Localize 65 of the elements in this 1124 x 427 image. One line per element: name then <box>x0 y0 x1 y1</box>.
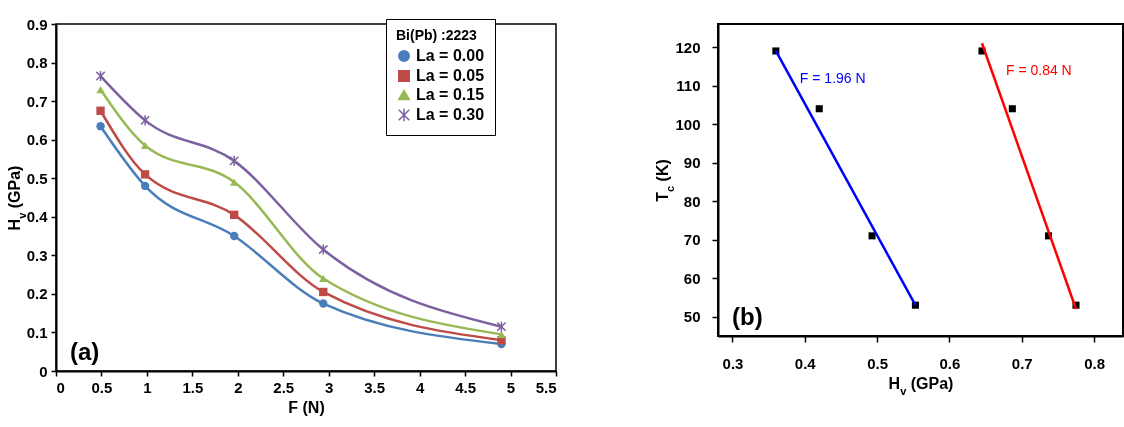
annotation: F = 1.96 N <box>799 69 866 86</box>
y-tick-label: 0.2 <box>26 285 48 303</box>
x-tick-label: 5 <box>506 378 516 396</box>
point <box>230 210 239 220</box>
point <box>229 155 240 167</box>
point <box>96 122 105 131</box>
x-tick-label: 0 <box>56 378 65 396</box>
x-tick-label: 2 <box>234 378 243 396</box>
legend-label: La = 0.05 <box>416 67 485 84</box>
y-tick-label: 0.1 <box>26 323 48 341</box>
y-tick-label: 50 <box>683 308 701 326</box>
x-tick-label: 0.5 <box>867 354 889 372</box>
annotation: (a) <box>70 338 100 365</box>
y-tick-label: 110 <box>676 77 701 95</box>
point <box>319 274 328 283</box>
y-tick-label: 90 <box>683 154 701 172</box>
point <box>497 330 506 338</box>
y-tick-label: 0.4 <box>26 208 49 226</box>
y-tick-label: 120 <box>675 38 701 56</box>
x-tick-label: 4.5 <box>455 378 477 396</box>
y-tick-label: 60 <box>683 269 701 287</box>
y-tick-label: 100 <box>675 115 701 133</box>
y-tick-label: 70 <box>683 231 701 249</box>
y-tick-label: 80 <box>683 192 701 210</box>
y-tick-label: 0.9 <box>26 15 48 33</box>
point <box>230 231 239 241</box>
x-tick-label: 0.7 <box>1011 354 1033 372</box>
point <box>140 114 151 127</box>
legend-label: La = 0.30 <box>416 106 485 123</box>
annotation: F = 0.84 N <box>1005 62 1072 79</box>
y-tick-label: 0.3 <box>26 246 48 264</box>
x-axis-title: F (N) <box>288 398 325 416</box>
point <box>319 287 328 297</box>
point <box>95 70 106 82</box>
x-tick-label: 2.5 <box>273 378 295 396</box>
legend-label: La = 0.15 <box>416 86 485 103</box>
y-tick-label: 0.7 <box>26 92 48 110</box>
point <box>140 181 150 191</box>
point <box>96 106 105 115</box>
point <box>815 105 823 113</box>
y-tick-label: 0.8 <box>26 54 48 72</box>
x-tick-label: 1.5 <box>182 378 204 396</box>
legend-label: La = 0.00 <box>416 47 485 64</box>
x-axis-title: H$_{v}$ (GPa) <box>888 374 954 397</box>
point <box>868 232 876 240</box>
point <box>1008 105 1016 113</box>
point <box>96 85 105 94</box>
y-tick-label: 0.5 <box>26 169 48 187</box>
x-tick-label: 1 <box>143 378 152 396</box>
x-tick-label: 0.6 <box>939 354 961 372</box>
x-tick-label: 0.4 <box>794 354 817 372</box>
point <box>318 243 329 256</box>
x-tick-label: 3 <box>325 378 334 396</box>
point <box>496 320 507 333</box>
x-tick-label: 5.5 <box>535 378 557 396</box>
x-tick-label: 0.5 <box>91 378 113 396</box>
point <box>319 299 328 308</box>
x-tick-label: 0.8 <box>1084 354 1105 372</box>
annotation: (b) <box>732 303 763 330</box>
point <box>140 170 150 179</box>
x-tick-label: 3.5 <box>364 378 386 396</box>
x-tick-label: 4 <box>415 378 425 396</box>
x-tick-label: 0.3 <box>722 354 744 372</box>
y-tick-label: 0.6 <box>26 131 48 149</box>
legend-title: Bi(Pb) :2223 <box>396 27 478 43</box>
